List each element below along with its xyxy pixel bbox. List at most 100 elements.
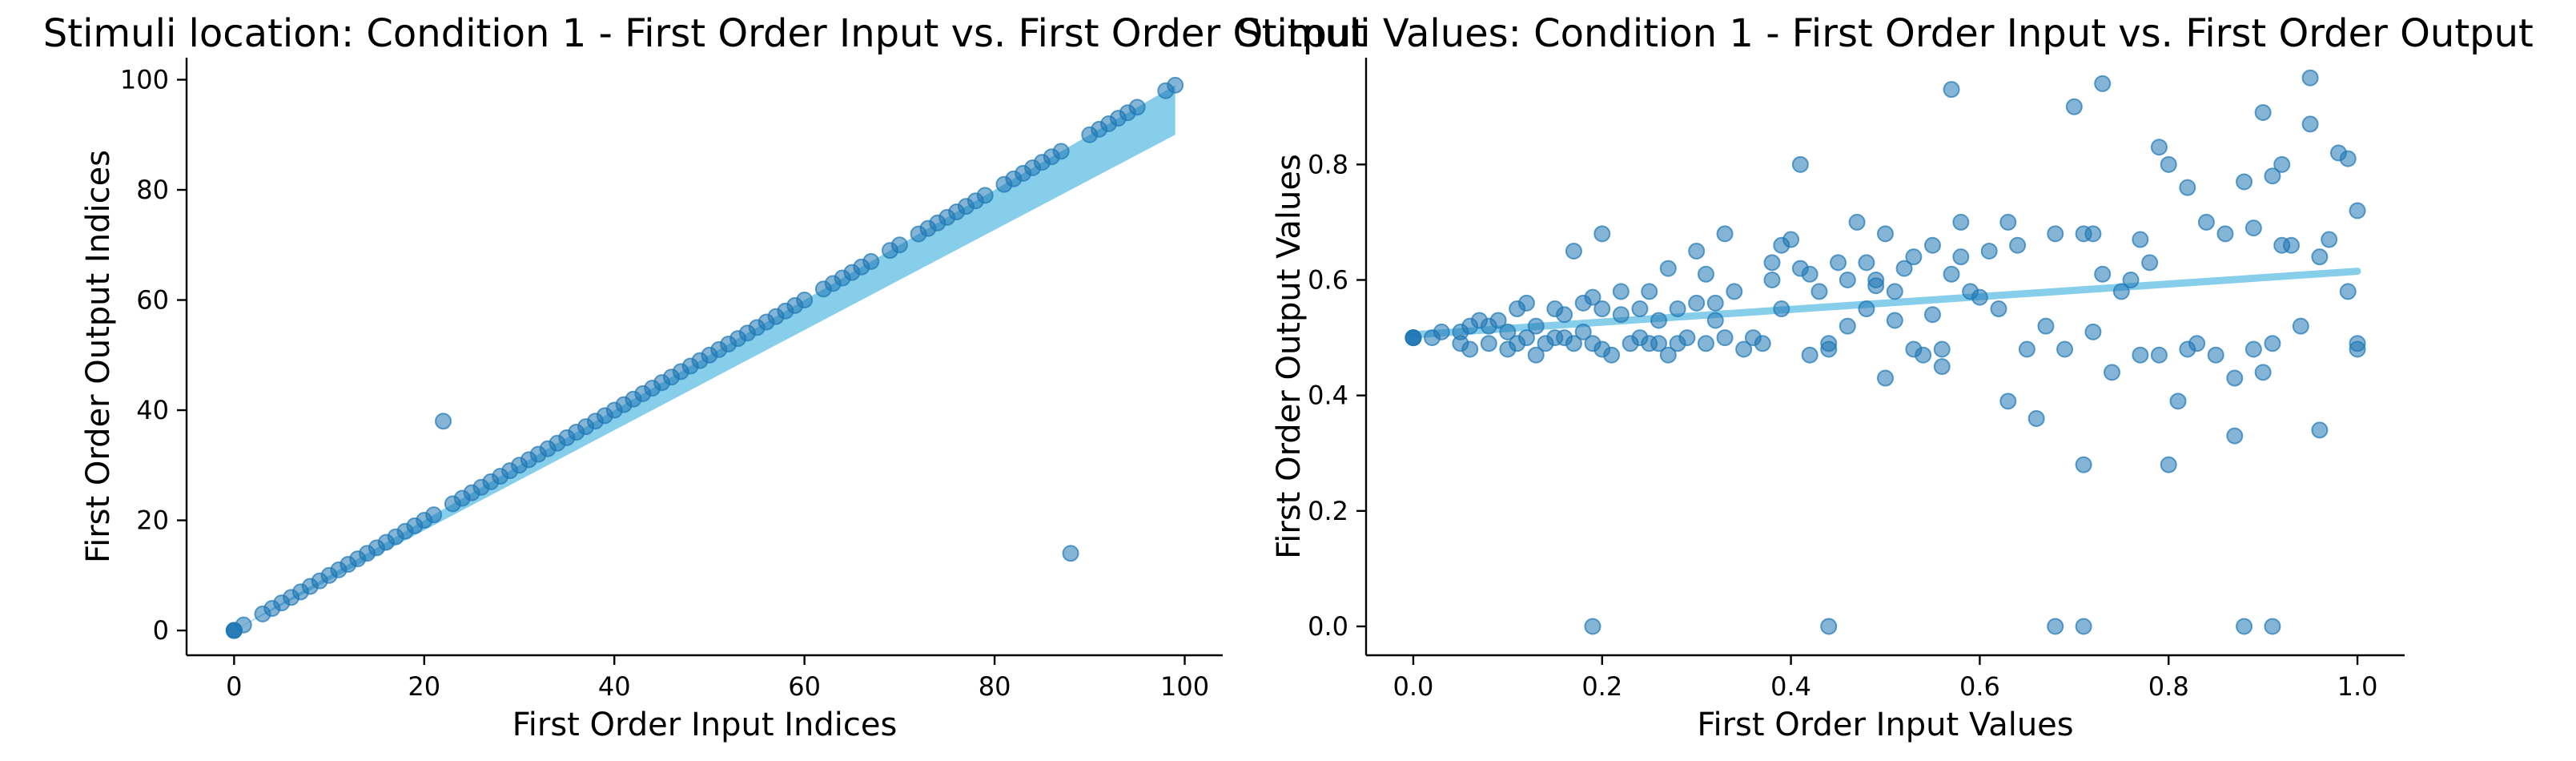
y-tick-label: 0.8 <box>1308 149 1348 179</box>
data-point <box>2075 618 2092 635</box>
data-point <box>1801 346 1818 364</box>
data-point <box>1773 300 1790 318</box>
x-tick-label: 100 <box>1160 671 1209 702</box>
y-tick-label: 40 <box>136 395 169 425</box>
data-point <box>1782 231 1800 248</box>
data-point <box>1943 81 1960 99</box>
y-tick-label: 60 <box>136 285 169 316</box>
data-point <box>1678 329 1696 347</box>
data-point <box>2216 225 2234 243</box>
x-tick-label: 0.8 <box>2148 671 2189 702</box>
axes-spines <box>1364 58 2405 657</box>
data-point <box>1716 329 1734 347</box>
data-point <box>1556 306 1573 324</box>
data-point <box>2132 346 2149 364</box>
x-tick-label: 0.2 <box>1581 671 1622 702</box>
x-tick-label: 0.4 <box>1770 671 1811 702</box>
x-tick-label: 40 <box>598 671 631 702</box>
y-tick-label: 0.4 <box>1308 380 1348 411</box>
data-point <box>2056 340 2074 358</box>
data-point <box>2207 346 2224 364</box>
data-point <box>1999 393 2017 410</box>
data-point <box>1167 76 1184 94</box>
data-point <box>1716 225 1734 243</box>
data-point <box>1659 346 1677 364</box>
y-tick-label: 20 <box>136 505 169 536</box>
data-point <box>1612 306 1630 324</box>
data-point <box>1867 271 1885 288</box>
data-point <box>1128 99 1146 116</box>
axes-spines <box>185 58 1223 657</box>
data-point <box>1971 288 1988 306</box>
chart-title: Stimuli location: Condition 1 - First Or… <box>43 11 1366 56</box>
data-point <box>862 252 880 270</box>
data-point <box>1877 225 1894 243</box>
data-point <box>1933 340 1951 358</box>
data-point <box>2103 364 2120 381</box>
data-point <box>1584 288 1601 306</box>
data-point <box>2160 456 2177 473</box>
y-tick-label: 100 <box>120 65 169 95</box>
data-point <box>1499 323 1517 340</box>
data-point <box>2160 155 2177 173</box>
data-point <box>2244 340 2262 358</box>
data-point <box>2349 202 2366 219</box>
data-point <box>2188 335 2206 352</box>
data-point <box>1905 248 1923 266</box>
data-point <box>2273 155 2291 173</box>
data-point <box>1527 346 1545 364</box>
x-tick-label: 0.0 <box>1393 671 1434 702</box>
x-tick-label: 1.0 <box>2337 671 2378 702</box>
data-point <box>1763 271 1781 288</box>
scatter-plot-indices: 0 20 40 60 80 100 0 20 40 60 80 100 First Order Inp… <box>43 11 1366 743</box>
data-point <box>2197 213 2215 231</box>
data-point <box>2009 236 2027 254</box>
data-point <box>1952 248 1970 266</box>
chart-title: Stimuli Values: Condition 1 - First Orde… <box>1237 11 2534 56</box>
data-point <box>1810 283 1828 300</box>
data-point <box>1980 242 1998 260</box>
data-point <box>2236 173 2253 191</box>
data-point <box>1669 300 1686 318</box>
data-point <box>1659 260 1677 277</box>
data-point <box>1858 254 1875 272</box>
data-point <box>2301 115 2319 133</box>
data-point <box>1791 155 1809 173</box>
data-point <box>2150 346 2168 364</box>
data-point <box>2301 69 2319 87</box>
data-point <box>1565 335 1582 352</box>
y-axis-label: First Order Output Indices <box>80 150 117 563</box>
data-point <box>1527 317 1545 335</box>
data-point <box>2037 317 2055 335</box>
data-point <box>1735 340 1753 358</box>
data-point <box>2254 103 2272 121</box>
y-tick-label: 80 <box>136 175 169 205</box>
x-tick-label: 80 <box>979 671 1011 702</box>
data-point <box>235 616 252 634</box>
data-point <box>1830 254 1847 272</box>
data-point <box>1052 143 1070 160</box>
data-point <box>976 187 994 204</box>
data-point <box>2075 456 2092 473</box>
data-point <box>2244 219 2262 237</box>
data-point <box>1839 317 1856 335</box>
data-point <box>1801 265 1818 283</box>
data-point <box>2141 254 2159 272</box>
data-point <box>2321 231 2338 248</box>
data-point <box>1480 335 1497 352</box>
data-point <box>2094 265 2112 283</box>
data-point <box>1461 340 1479 358</box>
data-point <box>2084 225 2102 243</box>
data-point <box>1517 294 1535 312</box>
x-tick-label: 0.6 <box>1959 671 2000 702</box>
data-point <box>2094 74 2112 92</box>
data-point <box>1886 283 1903 300</box>
data-point <box>2084 323 2102 340</box>
data-point <box>2311 248 2329 266</box>
x-tick-label: 60 <box>788 671 821 702</box>
x-axis-label: First Order Input Values <box>1697 707 2073 743</box>
data-point <box>2339 283 2357 300</box>
data-point <box>2264 335 2281 352</box>
data-point <box>1923 236 1941 254</box>
data-point <box>1877 369 1894 387</box>
